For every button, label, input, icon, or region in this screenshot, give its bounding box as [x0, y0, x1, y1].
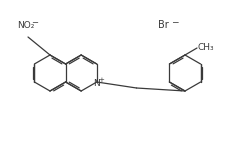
Text: Br: Br: [158, 20, 169, 30]
Text: −: −: [32, 18, 38, 27]
Text: CH₃: CH₃: [198, 43, 214, 52]
Text: +: +: [98, 76, 104, 82]
Text: N: N: [94, 78, 100, 88]
Text: −: −: [171, 17, 178, 26]
Text: NO₂: NO₂: [17, 21, 35, 30]
